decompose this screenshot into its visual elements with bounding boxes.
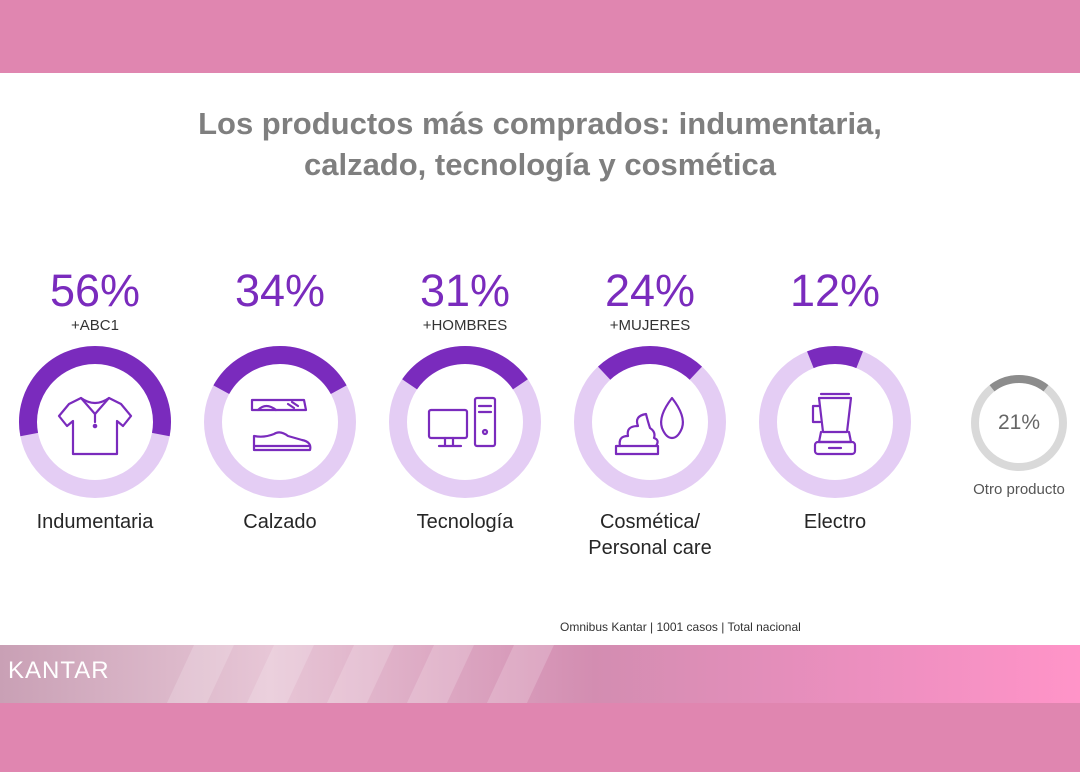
donut-ring <box>204 346 356 498</box>
category-label: Electro <box>803 511 867 533</box>
donut-arc <box>807 346 863 369</box>
donut-arc <box>597 346 703 380</box>
source-note: Omnibus Kantar | 1001 casos | Total naci… <box>560 620 801 634</box>
computer-icon <box>427 396 497 448</box>
donut-arc <box>402 346 528 390</box>
donut-ring <box>19 346 171 498</box>
donut-arc <box>19 346 171 437</box>
donut-arc <box>213 346 347 395</box>
title-line-1: Los productos más comprados: indumentari… <box>198 106 882 141</box>
category-label: Tecnología <box>416 511 514 533</box>
blender-icon <box>811 392 857 456</box>
category-label: Calzado <box>243 511 317 533</box>
donut-track <box>759 346 911 498</box>
donut-value-label: 12% <box>789 265 881 316</box>
segment-tag: +MUJERES <box>609 317 691 334</box>
title-line-2: calzado, tecnología y cosmética <box>303 147 777 182</box>
shoes-icon <box>250 398 312 452</box>
brand-banner: KANTAR <box>0 645 1080 703</box>
donut-ring <box>389 346 541 498</box>
category-label: Indumentaria <box>36 511 154 533</box>
donut-ring <box>759 346 911 498</box>
slide: Los productos más comprados: indumentari… <box>0 73 1080 645</box>
segment-tag: +HOMBRES <box>422 317 508 334</box>
cosmetics-icon <box>614 396 684 456</box>
donut-ring <box>574 346 726 498</box>
donut-value-label: 31% <box>419 265 511 316</box>
other-product-donut <box>971 375 1067 471</box>
shirt-icon <box>57 396 133 456</box>
other-donut-arc <box>989 375 1049 392</box>
donut-value-label: 34% <box>234 265 326 316</box>
donut-value-label: 24% <box>604 265 696 316</box>
other-product-label: Otro producto <box>973 481 1065 498</box>
donut-value-label: 56% <box>49 265 141 316</box>
category-label: Cosmética/ Personal care <box>588 511 712 559</box>
donut-track <box>574 346 726 498</box>
other-product-value: 21% <box>997 411 1041 434</box>
page-title: Los productos más comprados: indumentari… <box>120 103 960 185</box>
kantar-logo: KANTAR <box>8 657 110 684</box>
segment-tag: +ABC1 <box>71 317 119 334</box>
